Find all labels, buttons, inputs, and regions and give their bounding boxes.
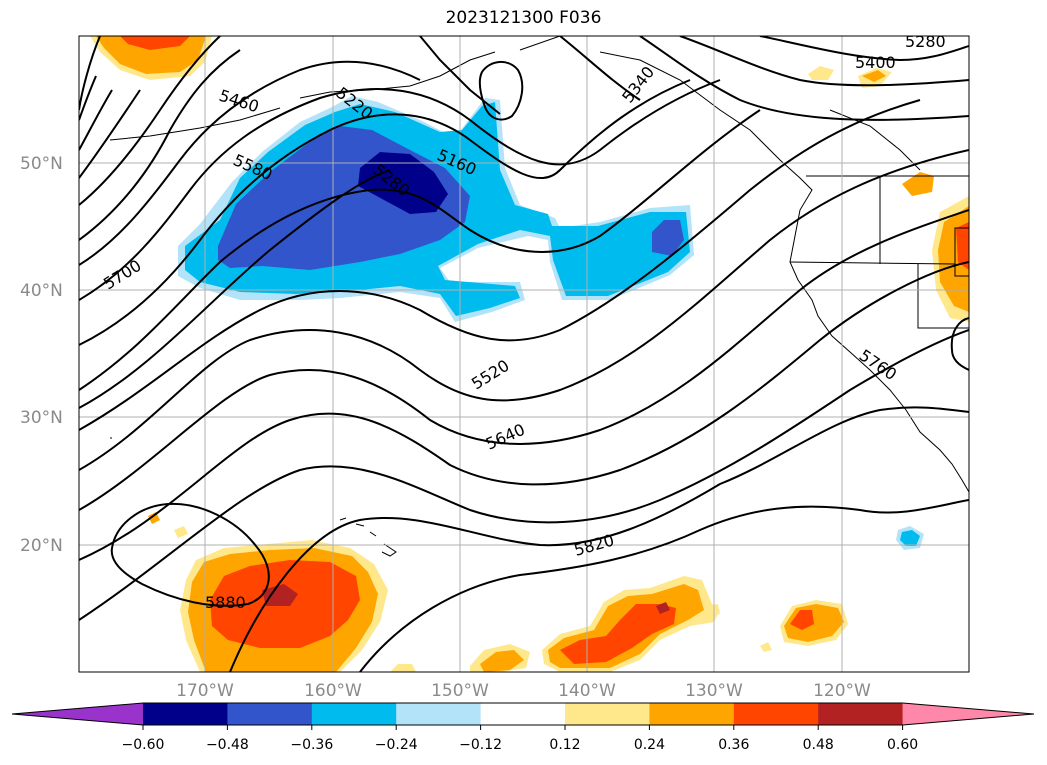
contour-label: 5400 <box>855 53 896 72</box>
longitude-label: 150°W <box>431 681 489 701</box>
longitude-label: 170°W <box>176 681 234 701</box>
colorbar-tick-label: −0.48 <box>206 737 249 753</box>
longitude-label: 160°W <box>304 681 362 701</box>
colorbar-tick-label: 0.48 <box>803 737 834 753</box>
colorbar-tick-label: 0.60 <box>887 737 918 753</box>
colorbar-segment <box>227 703 313 725</box>
colorbar-segment <box>565 703 650 725</box>
colorbar-segment <box>143 703 228 725</box>
colorbar: −0.60 −0.48 −0.36 −0.24 −0.12 0.12 0.24 0.36 0.4… <box>11 702 1035 753</box>
colorbar-tick-label: −0.12 <box>459 737 502 753</box>
colorbar-segment <box>818 703 904 725</box>
longitude-label: 140°W <box>558 681 616 701</box>
latitude-label: 40°N <box>20 281 63 301</box>
colorbar-extend-max <box>902 703 1034 725</box>
latitude-label: 50°N <box>20 154 63 174</box>
colorbar-tick-label: 0.24 <box>634 737 665 753</box>
contour-label: 5880 <box>205 593 246 612</box>
colorbar-segment <box>480 703 566 725</box>
longitude-axis: 170°W 160°W 150°W 140°W 130°W 120°W <box>176 681 871 701</box>
colorbar-tick-label: −0.24 <box>375 737 418 753</box>
map-title: 2023121300 F036 <box>445 8 602 28</box>
contour-label: 5280 <box>905 32 946 51</box>
colorbar-extend-min <box>12 703 143 725</box>
colorbar-segment <box>649 703 735 725</box>
height-contours <box>79 36 969 672</box>
latitude-axis: 50°N 40°N 30°N 20°N <box>20 154 63 556</box>
longitude-label: 120°W <box>813 681 871 701</box>
colorbar-tick-label: 0.12 <box>549 737 580 753</box>
colorbar-segment <box>311 703 397 725</box>
colorbar-tick-label: −0.60 <box>122 737 165 753</box>
longitude-label: 130°W <box>685 681 743 701</box>
colorbar-segment <box>396 703 482 725</box>
latitude-label: 30°N <box>20 408 63 428</box>
latitude-label: 20°N <box>20 536 63 556</box>
map-frame <box>78 35 970 673</box>
graticule <box>79 36 969 672</box>
colorbar-tick-label: −0.36 <box>290 737 333 753</box>
colorbar-segment <box>733 703 819 725</box>
colorbar-tick-label: 0.36 <box>718 737 749 753</box>
